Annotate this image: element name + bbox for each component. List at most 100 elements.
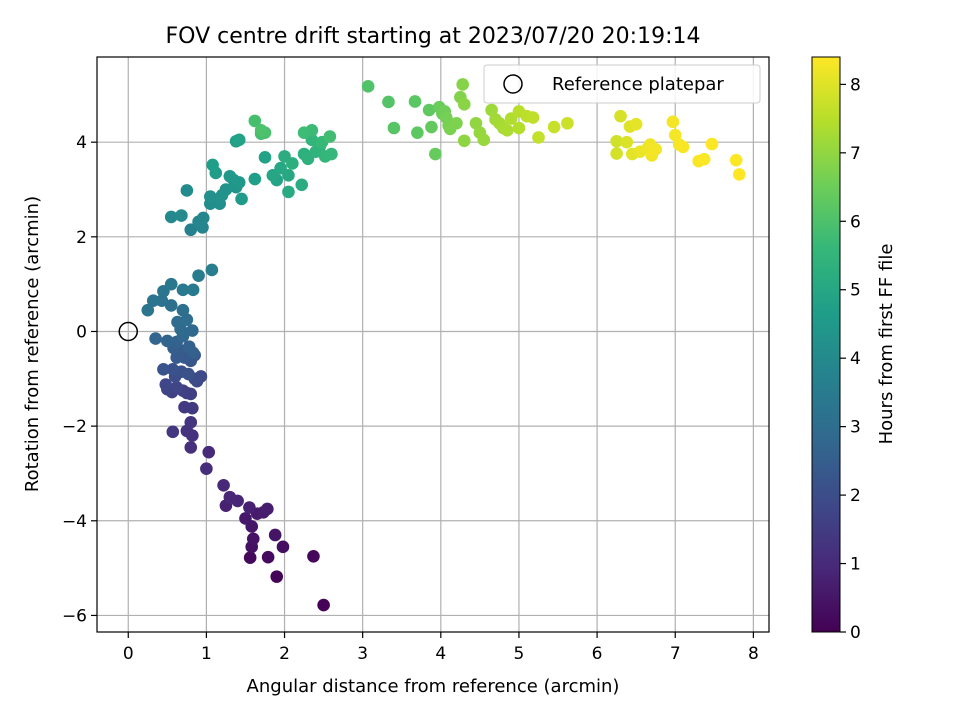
x-axis: 0 1 2 3 4 5 6 7 8 — [123, 632, 759, 664]
data-point — [141, 303, 155, 317]
data-point — [485, 103, 498, 117]
data-point — [157, 363, 170, 376]
data-point — [456, 78, 469, 91]
colorbar-tick-label: 2 — [850, 486, 861, 506]
data-point — [176, 303, 190, 317]
data-point — [500, 124, 514, 137]
data-point — [547, 120, 561, 134]
legend-box — [483, 64, 761, 104]
x-tick-label: 8 — [748, 644, 759, 664]
colorbar-tick-label: 4 — [850, 349, 861, 369]
data-point — [176, 283, 190, 297]
colorbar: 0 1 2 3 4 5 6 7 8 Hours from first FF file — [811, 56, 897, 643]
data-point — [180, 184, 194, 197]
data-point — [297, 126, 311, 140]
plot-area — [97, 57, 769, 632]
data-point — [666, 115, 680, 129]
x-tick-label: 3 — [357, 644, 368, 664]
data-point — [561, 116, 574, 130]
scatter-points — [141, 78, 746, 612]
data-point — [186, 324, 199, 337]
data-point — [477, 133, 491, 147]
data-point — [382, 95, 395, 109]
data-point — [175, 209, 188, 222]
y-axis-label: Rotation from reference (arcmin) — [22, 196, 43, 492]
data-point — [733, 168, 746, 181]
colorbar-tick-label: 5 — [850, 281, 861, 301]
data-point — [261, 550, 275, 564]
data-point — [610, 134, 623, 148]
y-tick-label: −6 — [62, 606, 87, 626]
data-point — [219, 183, 233, 196]
x-tick-label: 2 — [279, 644, 290, 664]
data-point — [361, 80, 375, 93]
data-point — [457, 98, 471, 111]
data-point — [411, 126, 424, 140]
data-point — [512, 121, 526, 135]
data-point — [295, 178, 309, 192]
data-point — [164, 210, 178, 224]
data-point — [232, 133, 246, 147]
data-point — [184, 441, 198, 454]
data-point — [614, 109, 627, 123]
data-point — [166, 425, 180, 439]
y-tick-label: 0 — [76, 322, 87, 342]
x-tick-label: 4 — [435, 644, 446, 664]
data-point — [307, 549, 320, 563]
data-point — [232, 176, 246, 189]
colorbar-tick-label: 0 — [850, 623, 861, 643]
data-point — [258, 151, 272, 164]
data-point — [248, 114, 262, 128]
data-point — [164, 277, 178, 291]
data-point — [149, 332, 162, 345]
data-point — [729, 153, 743, 167]
data-point — [206, 158, 219, 172]
data-point — [200, 462, 213, 476]
data-point — [325, 147, 338, 161]
x-axis-label: Angular distance from reference (arcmin) — [247, 676, 620, 697]
data-point — [204, 190, 217, 203]
colorbar-tick-label: 1 — [850, 555, 861, 575]
data-point — [286, 157, 299, 170]
colorbar-gradient — [811, 56, 841, 633]
data-point — [248, 172, 262, 186]
y-tick-label: −4 — [62, 512, 87, 532]
reference-marker — [118, 321, 139, 342]
colorbar-ticks: 0 1 2 3 4 5 6 7 8 — [840, 75, 861, 643]
data-point — [184, 416, 198, 429]
data-point — [202, 445, 216, 459]
colorbar-tick-label: 7 — [850, 144, 861, 164]
data-point — [526, 111, 540, 124]
data-point — [649, 142, 662, 156]
data-point — [184, 223, 198, 237]
legend-marker-icon — [503, 74, 523, 94]
data-point — [186, 283, 200, 297]
data-point — [610, 147, 623, 160]
x-tick-label: 6 — [592, 644, 603, 664]
x-tick-label: 1 — [201, 644, 212, 664]
data-point — [276, 540, 290, 554]
data-point — [166, 363, 180, 376]
legend-entry-label: Reference platepar — [552, 74, 724, 95]
grid — [97, 57, 769, 632]
x-tick-label: 0 — [123, 644, 134, 664]
axes-frame — [96, 56, 770, 633]
data-point — [425, 120, 438, 134]
data-point — [217, 478, 230, 492]
colorbar-tick-label: 6 — [850, 212, 861, 232]
legend: Reference platepar — [483, 64, 761, 104]
data-point — [268, 528, 282, 542]
data-point — [282, 185, 295, 199]
data-point — [668, 128, 682, 142]
data-point — [317, 598, 330, 612]
reference-point-icon — [118, 321, 139, 342]
data-point — [223, 169, 237, 183]
data-point — [323, 130, 337, 143]
data-point — [161, 334, 174, 348]
data-point — [387, 121, 401, 135]
data-point — [629, 117, 643, 131]
x-tick-label: 5 — [514, 644, 525, 664]
colorbar-tick-label: 3 — [850, 418, 861, 438]
colorbar-tick-label: 8 — [850, 75, 861, 95]
